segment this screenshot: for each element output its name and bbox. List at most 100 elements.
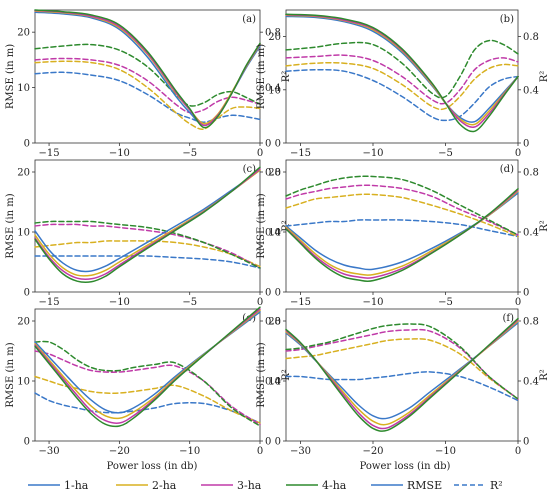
y2-tick-label: 0.4 xyxy=(265,83,281,94)
x-axis-label-left: Power loss (in db) xyxy=(107,461,198,472)
legend-label: 4-ha xyxy=(322,479,347,492)
y-tick-label: 10 xyxy=(268,228,281,239)
series-line-3-ha-rmse xyxy=(285,189,519,279)
legend-label: 1-ha xyxy=(64,479,89,492)
series-line-1-ha-rmse xyxy=(285,192,519,271)
x-tick-label: −5 xyxy=(182,148,197,159)
legend-label: 3-ha xyxy=(237,479,262,492)
plot-frame xyxy=(34,308,261,442)
x-tick-label: −5 xyxy=(182,297,197,308)
y2-tick-label: 0 xyxy=(523,437,529,448)
series-line-2-ha-r2 xyxy=(34,240,261,268)
series-line-4-ha-r2 xyxy=(285,323,519,400)
x-tick-label: −10 xyxy=(362,297,383,308)
y-axis-label: RMSE (in m) xyxy=(5,342,16,407)
y-tick-label: 0 xyxy=(275,288,281,299)
y-tick-label: 0 xyxy=(24,288,30,299)
y2-tick-label: 0 xyxy=(265,139,271,150)
series-line-3-ha-r2 xyxy=(34,350,261,426)
y2-tick-label: 0 xyxy=(265,288,271,299)
y2-tick-label: 0.8 xyxy=(523,317,539,328)
y2-axis-label: R² xyxy=(281,71,292,83)
series-line-3-ha-r2 xyxy=(285,184,519,236)
x-tick-label: −10 xyxy=(179,446,200,457)
y-axis-label: RMSE (in m) xyxy=(5,44,16,109)
series-line-3-ha-r2 xyxy=(34,57,261,114)
plot-frame xyxy=(285,159,519,293)
x-tick-label: −20 xyxy=(109,446,130,457)
y-tick-label: 20 xyxy=(17,28,30,39)
y-tick-label: 20 xyxy=(268,317,281,328)
y2-axis-label: R² xyxy=(539,369,550,381)
series-line-1-ha-r2 xyxy=(285,219,519,238)
series-line-3-ha-r2 xyxy=(285,54,519,105)
y-tick-label: 0 xyxy=(24,139,30,150)
series-line-1-ha-r2 xyxy=(34,71,261,123)
panel-label: (d) xyxy=(500,164,514,175)
series-line-1-ha-r2 xyxy=(34,255,261,269)
series-line-2-ha-rmse xyxy=(34,10,261,125)
y-axis-label: RMSE (in m) xyxy=(5,193,16,258)
x-tick-label: −10 xyxy=(435,446,456,457)
y-tick-label: 10 xyxy=(17,377,30,388)
panel-label: (c) xyxy=(243,164,257,175)
y2-tick-label: 0 xyxy=(523,139,529,150)
series-line-4-ha-r2 xyxy=(285,175,519,236)
legend-label: RMSE xyxy=(407,479,442,492)
x-tick-label: 0 xyxy=(257,148,263,159)
series-line-4-ha-rmse xyxy=(285,188,519,283)
x-tick-label: −30 xyxy=(39,446,60,457)
x-tick-label: 0 xyxy=(257,297,263,308)
x-tick-label: −10 xyxy=(109,297,130,308)
y2-tick-label: 0.8 xyxy=(265,28,281,39)
x-tick-label: 0 xyxy=(257,446,263,457)
panel-label: (a) xyxy=(242,14,256,25)
y2-tick-label: 0.8 xyxy=(265,317,281,328)
series-line-4-ha-rmse xyxy=(34,166,261,284)
series-line-1-ha-r2 xyxy=(34,392,261,424)
y-tick-label: 20 xyxy=(17,168,30,179)
series-line-4-ha-r2 xyxy=(285,39,519,99)
legend-label: 2-ha xyxy=(152,479,177,492)
y-tick-label: 20 xyxy=(17,317,30,328)
plot-frame xyxy=(34,9,261,144)
x-tick-label: −10 xyxy=(362,148,383,159)
y-tick-label: 10 xyxy=(268,377,281,388)
legend: 1-ha 2-ha 3-ha 4-ha RMSE R² xyxy=(28,479,503,492)
y-axis-label: RMSE (in m) xyxy=(256,342,267,407)
y2-axis-label: R² xyxy=(281,369,292,381)
x-tick-label: −15 xyxy=(39,297,60,308)
y-tick-label: 0 xyxy=(24,437,30,448)
y2-axis-label: R² xyxy=(539,71,550,83)
x-tick-label: −20 xyxy=(362,446,383,457)
x-axis-label-right: Power loss (in db) xyxy=(360,461,451,472)
y-tick-label: 20 xyxy=(268,32,281,43)
panel-label: (f) xyxy=(502,313,514,324)
series-line-4-ha-rmse xyxy=(34,306,261,428)
legend-label: R² xyxy=(490,479,503,492)
x-tick-label: −30 xyxy=(290,446,311,457)
series-line-2-ha-r2 xyxy=(285,193,519,238)
series-line-2-ha-r2 xyxy=(34,375,261,424)
y2-tick-label: 0.4 xyxy=(523,228,539,239)
series-line-2-ha-rmse xyxy=(34,169,261,277)
series-line-1-ha-r2 xyxy=(285,69,519,122)
series-line-2-ha-r2 xyxy=(34,60,261,131)
x-tick-label: −15 xyxy=(290,297,311,308)
series-line-2-ha-r2 xyxy=(285,338,519,400)
series-line-4-ha-rmse xyxy=(285,317,519,432)
x-tick-label: 0 xyxy=(515,148,521,159)
y2-tick-label: 0.4 xyxy=(523,85,539,96)
y-axis-label: RMSE (in m) xyxy=(256,44,267,109)
series-line-1-ha-rmse xyxy=(34,11,261,127)
y2-tick-label: 0.8 xyxy=(265,168,281,179)
series-line-2-ha-r2 xyxy=(285,61,519,111)
y-tick-label: 10 xyxy=(268,85,281,96)
